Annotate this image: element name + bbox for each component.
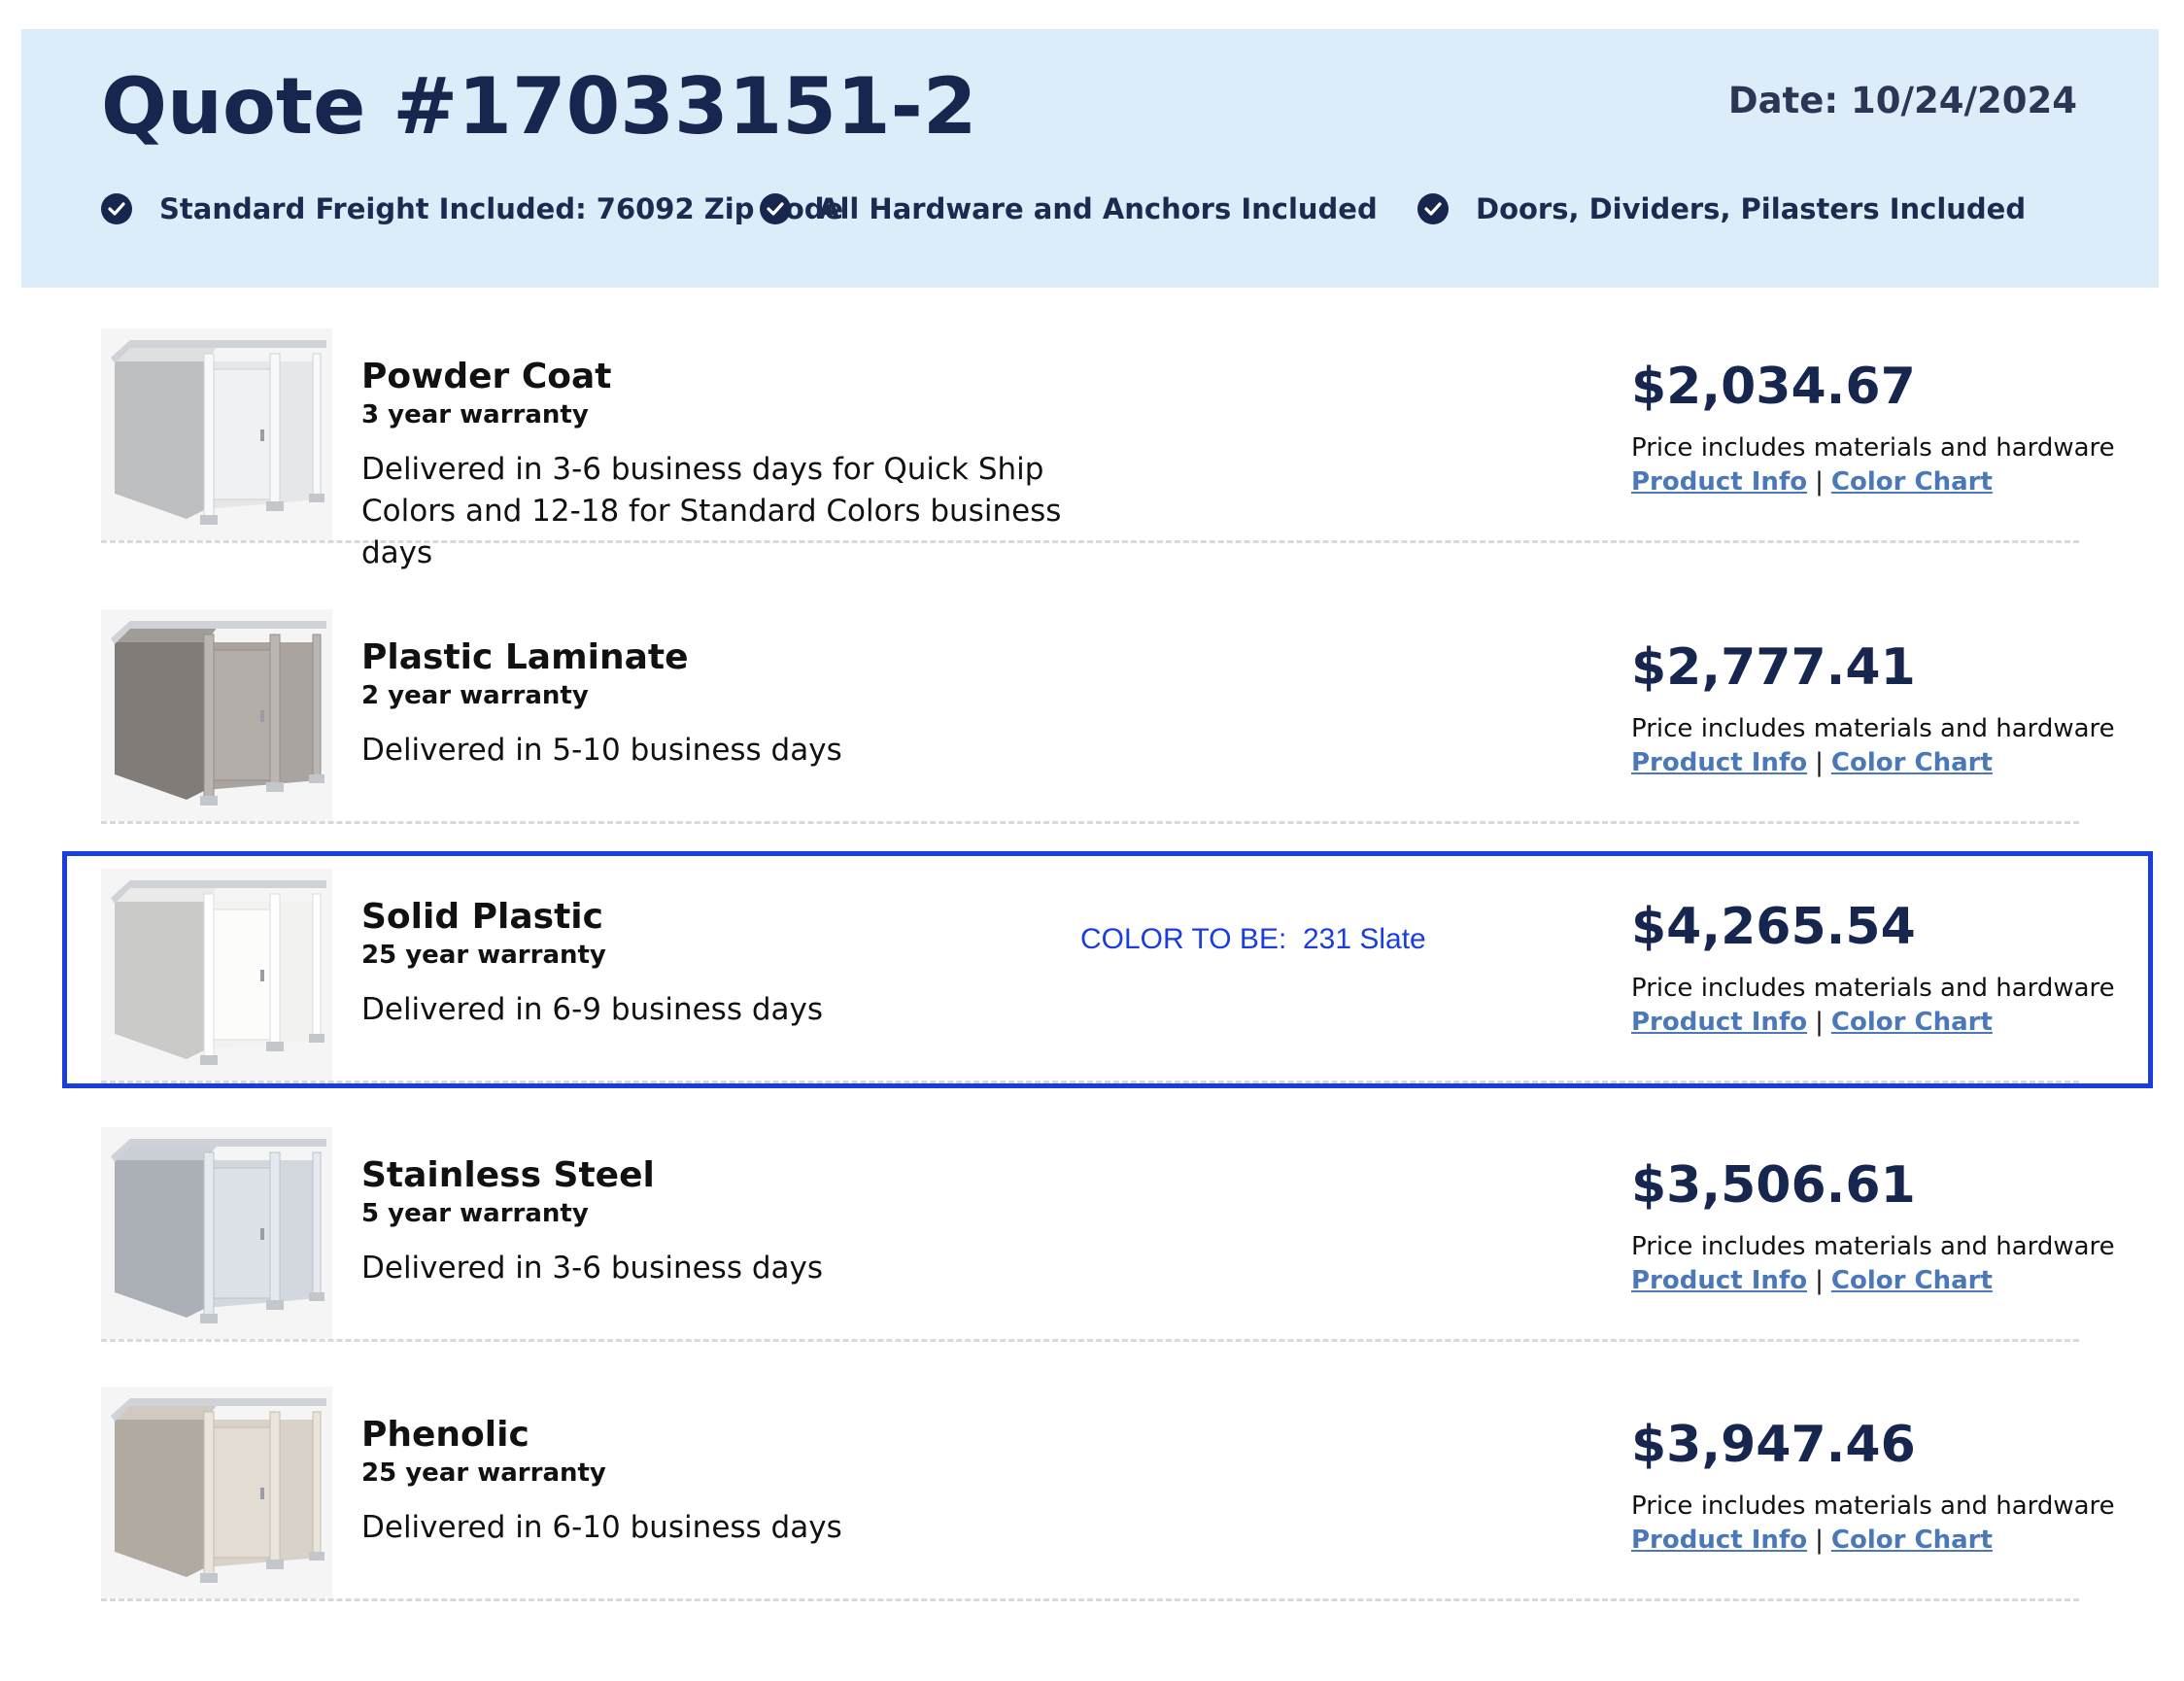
link-separator: | [1815, 1008, 1824, 1037]
color-chart-link[interactable]: Color Chart [1830, 467, 1993, 497]
restroom-partition-icon [111, 340, 326, 525]
product-info: Solid Plastic 25 year warranty Delivered… [361, 896, 1236, 1031]
link-separator: | [1815, 1526, 1824, 1555]
check-circle-icon [1417, 193, 1449, 224]
product-delivery: Delivered in 5-10 business days [361, 733, 842, 768]
color-chart-link[interactable]: Color Chart [1830, 1526, 1993, 1555]
restroom-partition-icon [111, 1139, 326, 1323]
link-separator: | [1815, 748, 1824, 777]
product-info: Plastic Laminate 2 year warranty Deliver… [361, 636, 1236, 772]
link-separator: | [1815, 1266, 1824, 1295]
restroom-partition-icon [111, 880, 326, 1065]
product-info: Powder Coat 3 year warranty Delivered in… [361, 356, 1236, 574]
product-info-link[interactable]: Product Info [1631, 467, 1808, 497]
product-pricing: $3,506.61 Price includes materials and h… [1631, 1154, 2115, 1298]
product-name: Solid Plastic [361, 897, 603, 937]
product-price: $2,034.67 [1631, 358, 1916, 416]
product-info-link[interactable]: Product Info [1631, 748, 1808, 777]
product-info-link[interactable]: Product Info [1631, 1008, 1808, 1037]
link-separator: | [1815, 467, 1824, 497]
product-row-powder-coat: Powder Coat 3 year warranty Delivered in… [101, 328, 2115, 570]
price-note: Price includes materials and hardware [1631, 714, 2115, 743]
product-image [101, 1387, 332, 1598]
feature-freight: Standard Freight Included: 76092 Zip Cod… [101, 192, 843, 225]
product-image [101, 1127, 332, 1339]
product-row-phenolic: Phenolic 25 year warranty Delivered in 6… [101, 1387, 2115, 1601]
feature-label: Standard Freight Included: 76092 Zip Cod… [159, 192, 844, 225]
product-name: Plastic Laminate [361, 637, 689, 677]
color-chart-link[interactable]: Color Chart [1830, 1266, 1993, 1295]
page-title: Quote #17033151-2 [101, 61, 977, 152]
product-name: Stainless Steel [361, 1155, 655, 1195]
product-image [101, 609, 332, 821]
product-info-link[interactable]: Product Info [1631, 1266, 1808, 1295]
quote-header: Quote #17033151-2 Date: 10/24/2024 Stand… [21, 29, 2159, 288]
product-warranty: 2 year warranty [361, 681, 589, 710]
check-circle-icon [101, 193, 132, 224]
product-links: Product Info | Color Chart [1631, 1263, 2088, 1298]
product-delivery: Delivered in 6-9 business days [361, 992, 823, 1027]
product-image [101, 869, 332, 1081]
product-image [101, 328, 332, 540]
product-links: Product Info | Color Chart [1631, 1523, 2088, 1558]
price-note: Price includes materials and hardware [1631, 974, 2115, 1003]
product-price: $2,777.41 [1631, 638, 1916, 697]
feature-label: Doors, Dividers, Pilasters Included [1476, 192, 2027, 225]
product-pricing: $4,265.54 Price includes materials and h… [1631, 896, 2115, 1040]
price-note: Price includes materials and hardware [1631, 1492, 2115, 1521]
product-warranty: 25 year warranty [361, 1458, 606, 1488]
product-info: Phenolic 25 year warranty Delivered in 6… [361, 1414, 1236, 1549]
product-name: Powder Coat [361, 357, 612, 396]
product-price: $3,506.61 [1631, 1156, 1916, 1215]
product-links: Product Info | Color Chart [1631, 464, 2088, 499]
color-note: COLOR TO BE: 231 Slate [1080, 923, 1426, 955]
price-note: Price includes materials and hardware [1631, 433, 2115, 463]
feature-components: Doors, Dividers, Pilasters Included [1417, 192, 2026, 225]
product-price: $3,947.46 [1631, 1416, 1916, 1474]
product-pricing: $2,777.41 Price includes materials and h… [1631, 636, 2115, 780]
included-features: Standard Freight Included: 76092 Zip Cod… [101, 192, 2141, 239]
product-info: Stainless Steel 5 year warranty Delivere… [361, 1154, 1236, 1289]
product-links: Product Info | Color Chart [1631, 1005, 2088, 1040]
product-links: Product Info | Color Chart [1631, 745, 2088, 780]
product-delivery: Delivered in 3-6 business days for Quick… [361, 452, 1062, 570]
product-row-plastic-laminate: Plastic Laminate 2 year warranty Deliver… [101, 609, 2115, 824]
restroom-partition-icon [111, 1398, 326, 1583]
product-info-link[interactable]: Product Info [1631, 1526, 1808, 1555]
feature-hardware: All Hardware and Anchors Included [760, 192, 1378, 225]
quote-date: Date: 10/24/2024 [1727, 80, 2077, 121]
product-delivery: Delivered in 3-6 business days [361, 1251, 823, 1286]
product-name: Phenolic [361, 1415, 529, 1455]
product-pricing: $3,947.46 Price includes materials and h… [1631, 1414, 2115, 1558]
product-warranty: 5 year warranty [361, 1199, 589, 1228]
feature-label: All Hardware and Anchors Included [818, 192, 1378, 225]
product-delivery: Delivered in 6-10 business days [361, 1510, 842, 1545]
product-row-stainless-steel: Stainless Steel 5 year warranty Delivere… [101, 1127, 2115, 1342]
selected-product-highlight [62, 851, 2153, 1088]
color-chart-link[interactable]: Color Chart [1830, 748, 1993, 777]
check-circle-icon [760, 193, 791, 224]
color-chart-link[interactable]: Color Chart [1830, 1008, 1993, 1037]
restroom-partition-icon [111, 621, 326, 806]
product-pricing: $2,034.67 Price includes materials and h… [1631, 356, 2115, 499]
product-row-solid-plastic: Solid Plastic 25 year warranty Delivered… [101, 869, 2115, 1083]
product-price: $4,265.54 [1631, 898, 1916, 956]
product-warranty: 3 year warranty [361, 400, 589, 429]
price-note: Price includes materials and hardware [1631, 1232, 2115, 1261]
product-warranty: 25 year warranty [361, 941, 606, 970]
